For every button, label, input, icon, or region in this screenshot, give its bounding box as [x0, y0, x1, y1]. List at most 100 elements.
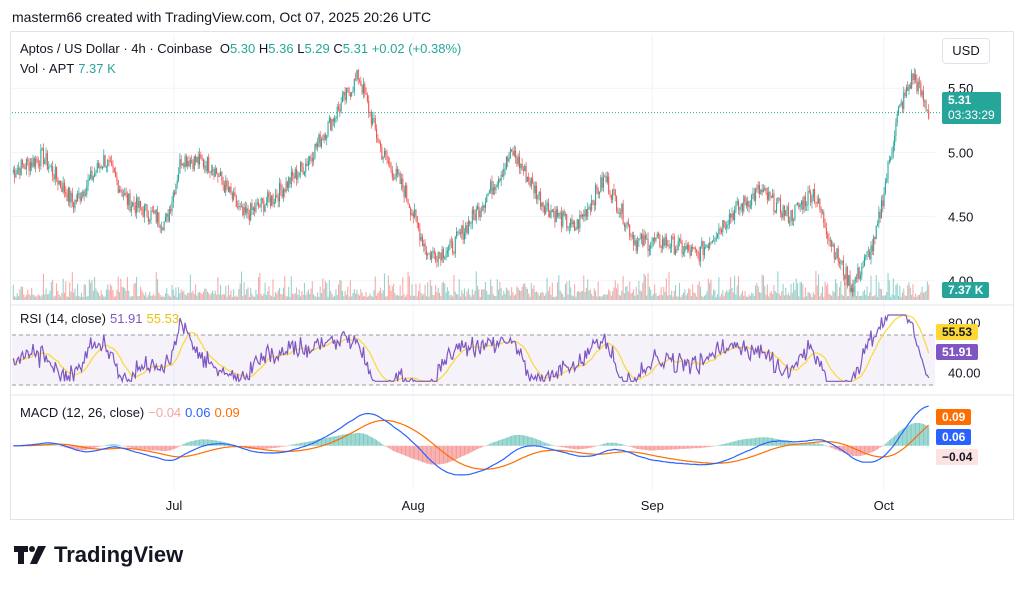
- macd-histogram-bar: [818, 443, 820, 446]
- macd-histogram-bar: [442, 445, 444, 464]
- candle-body: [873, 236, 875, 252]
- macd-histogram-bar: [307, 441, 309, 446]
- macd-histogram-bar: [610, 442, 612, 446]
- candle-body: [424, 243, 426, 251]
- macd-histogram-bar: [322, 438, 324, 446]
- macd-histogram-bar: [166, 445, 168, 451]
- candle-body: [319, 134, 321, 147]
- candle-body: [629, 224, 631, 237]
- macd-histogram-bar: [920, 423, 922, 446]
- macd-histogram-bar: [158, 445, 160, 451]
- volume-bar: [136, 276, 138, 300]
- macd-histogram-bar: [676, 445, 678, 450]
- macd-histogram-bar: [658, 445, 660, 450]
- volume-bar: [696, 296, 698, 300]
- candle-body: [833, 244, 835, 259]
- volume-bar: [109, 284, 111, 300]
- macd-histogram-bar: [105, 445, 107, 446]
- candle-body: [275, 195, 277, 203]
- volume-bar: [174, 295, 176, 300]
- macd-histogram-bar: [584, 445, 586, 449]
- candle-body: [166, 213, 168, 217]
- macd-histogram-bar: [403, 445, 405, 456]
- candle-body: [728, 214, 730, 225]
- volume-bar: [854, 285, 856, 300]
- candle-body: [364, 83, 366, 94]
- volume-bar: [547, 290, 549, 300]
- candle-body: [310, 156, 312, 158]
- candle-body: [554, 211, 556, 222]
- volume-bar: [45, 288, 47, 300]
- candle-body: [663, 239, 665, 246]
- candle-body: [98, 163, 100, 169]
- macd-histogram-bar: [275, 445, 277, 448]
- macd-histogram-bar: [139, 445, 142, 450]
- macd-histogram-bar: [871, 445, 873, 453]
- macd-histogram-bar: [507, 437, 509, 446]
- candle-body: [124, 192, 126, 196]
- candle-body: [475, 208, 477, 221]
- macd-histogram-bar: [621, 444, 623, 446]
- candle-body: [884, 181, 886, 194]
- macd-histogram-bar: [501, 439, 503, 446]
- volume-bar: [306, 292, 308, 300]
- volume-bar: [825, 285, 827, 300]
- macd-histogram-bar: [408, 445, 410, 458]
- volume-bar: [918, 294, 921, 300]
- candle-body: [713, 241, 715, 242]
- macd-histogram-bar: [669, 445, 671, 450]
- volume-bar: [145, 292, 147, 300]
- candle-body: [696, 249, 698, 252]
- candle-body: [279, 183, 281, 202]
- volume-bar: [222, 293, 224, 300]
- volume-bar: [404, 296, 406, 300]
- macd-histogram-bar: [911, 423, 913, 446]
- candle-body: [381, 147, 383, 160]
- candle-body: [204, 165, 206, 168]
- volume-bar: [563, 296, 565, 300]
- volume-bar: [105, 289, 107, 300]
- volume-bar: [276, 293, 278, 300]
- volume-bar: [246, 289, 248, 300]
- macd-histogram-bar: [841, 445, 843, 453]
- macd-histogram-bar: [886, 442, 888, 446]
- candle-body: [892, 145, 894, 153]
- candle-body: [125, 192, 127, 195]
- volume-bar: [158, 292, 160, 300]
- macd-histogram-bar: [372, 437, 374, 446]
- volume-bar: [150, 295, 152, 300]
- macd-histogram-bar: [541, 441, 543, 446]
- macd-histogram-bar: [258, 445, 260, 450]
- macd-histogram-bar: [828, 445, 830, 447]
- macd-histogram-bar: [672, 445, 674, 450]
- candle-body: [727, 224, 729, 226]
- volume-bar: [654, 284, 656, 300]
- macd-histogram-bar: [103, 445, 105, 446]
- time-tick-label: Aug: [402, 498, 425, 513]
- candle-body: [601, 177, 603, 188]
- candle-body: [191, 160, 193, 162]
- volume-bar: [307, 289, 309, 300]
- volume-bar: [27, 289, 29, 300]
- macd-histogram-bar: [609, 442, 611, 446]
- macd-histogram-bar: [168, 445, 170, 451]
- volume-bar: [53, 296, 55, 300]
- volume-bar: [720, 294, 723, 300]
- volume-bar: [157, 279, 159, 300]
- candle-body: [591, 200, 593, 211]
- volume-bar: [91, 280, 93, 300]
- candle-body: [650, 245, 652, 249]
- currency-button[interactable]: USD: [942, 38, 990, 64]
- candle-body: [836, 248, 838, 259]
- macd-histogram-bar: [499, 440, 501, 446]
- volume-bar: [685, 295, 687, 300]
- volume-bar: [92, 290, 94, 300]
- candle-body: [353, 78, 355, 92]
- volume-bar: [132, 296, 134, 300]
- volume-bar: [486, 290, 488, 300]
- macd-histogram-bar: [281, 445, 283, 447]
- macd-histogram-bar: [446, 445, 448, 463]
- volume-bar: [83, 284, 85, 300]
- macd-histogram-bar: [185, 442, 187, 446]
- macd-histogram-bar: [706, 445, 708, 448]
